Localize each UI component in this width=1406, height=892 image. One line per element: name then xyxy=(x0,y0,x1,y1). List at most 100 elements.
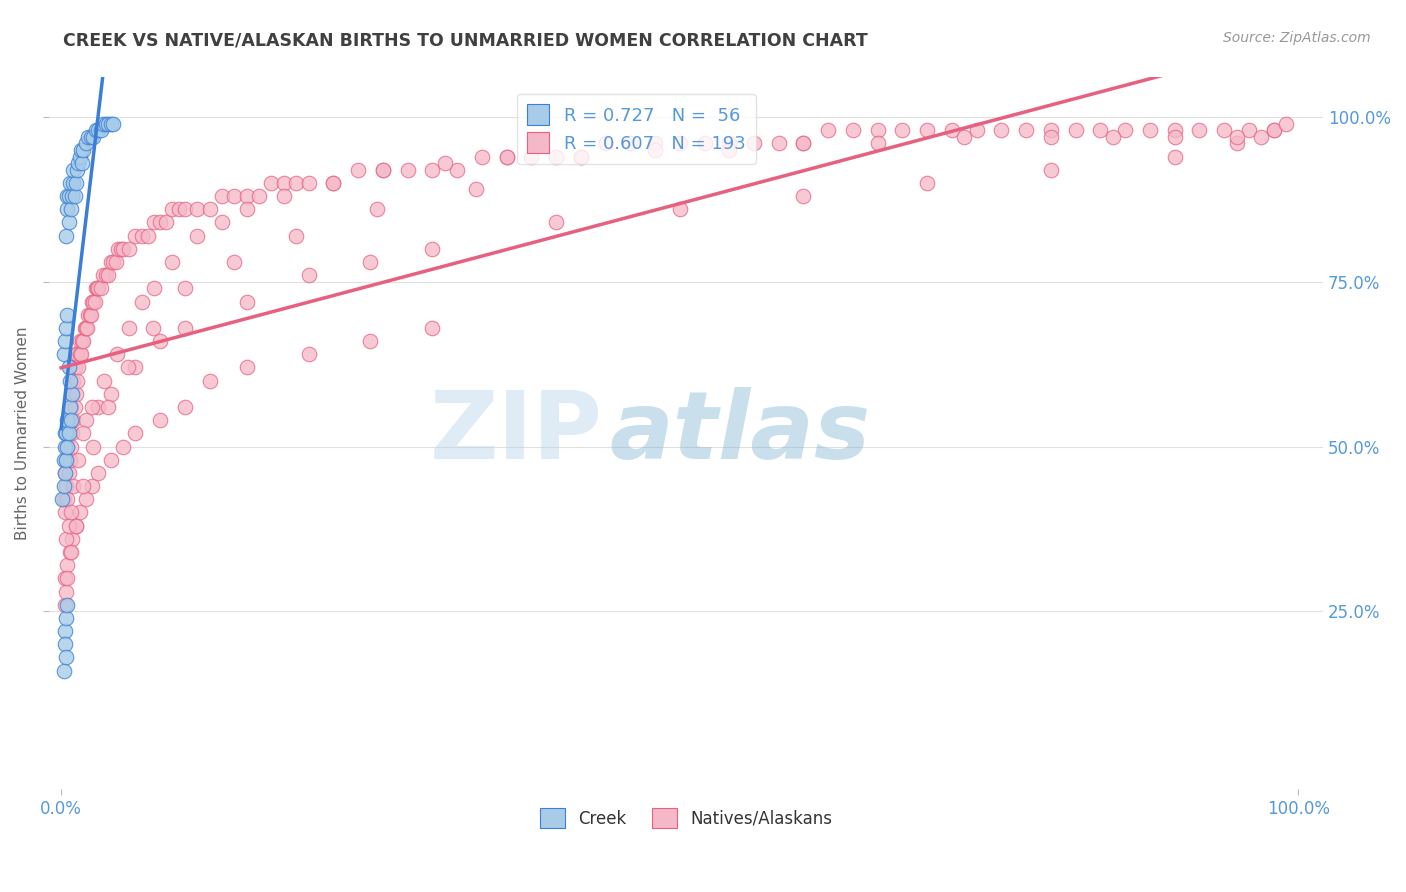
Point xyxy=(149,413,172,427)
Point xyxy=(62,479,84,493)
Point xyxy=(52,479,75,493)
Point xyxy=(371,162,394,177)
Point xyxy=(100,255,122,269)
Point xyxy=(79,308,101,322)
Point xyxy=(471,149,494,163)
Point xyxy=(198,202,221,217)
Point xyxy=(644,143,666,157)
Point xyxy=(619,136,641,151)
Point xyxy=(58,189,80,203)
Point xyxy=(915,176,938,190)
Point xyxy=(59,413,82,427)
Point xyxy=(941,123,963,137)
Point xyxy=(1101,129,1123,144)
Point xyxy=(118,321,141,335)
Point xyxy=(65,347,87,361)
Point xyxy=(94,268,117,282)
Point xyxy=(72,143,94,157)
Point xyxy=(52,664,75,678)
Point xyxy=(76,321,98,335)
Point xyxy=(60,413,83,427)
Point xyxy=(495,149,517,163)
Point xyxy=(198,374,221,388)
Point xyxy=(817,123,839,137)
Point xyxy=(84,281,107,295)
Point xyxy=(51,492,73,507)
Point xyxy=(56,598,79,612)
Point xyxy=(60,202,83,217)
Point xyxy=(53,334,76,348)
Point xyxy=(65,176,87,190)
Point xyxy=(569,149,592,163)
Text: ZIP: ZIP xyxy=(430,387,603,479)
Point xyxy=(97,117,120,131)
Point xyxy=(155,215,177,229)
Point xyxy=(742,136,765,151)
Point xyxy=(72,426,94,441)
Point xyxy=(55,426,77,441)
Point xyxy=(53,440,76,454)
Point xyxy=(224,255,246,269)
Point xyxy=(1039,162,1062,177)
Point xyxy=(72,334,94,348)
Point xyxy=(224,189,246,203)
Point xyxy=(124,360,146,375)
Point xyxy=(80,308,103,322)
Point xyxy=(464,182,486,196)
Point xyxy=(131,228,153,243)
Point xyxy=(69,149,91,163)
Point xyxy=(55,611,77,625)
Point xyxy=(1163,149,1185,163)
Point xyxy=(70,143,93,157)
Point xyxy=(75,321,97,335)
Point xyxy=(347,162,370,177)
Point xyxy=(117,360,139,375)
Point xyxy=(70,156,93,170)
Point xyxy=(58,466,80,480)
Point xyxy=(1263,123,1285,137)
Point xyxy=(52,492,75,507)
Point xyxy=(273,189,295,203)
Point xyxy=(55,532,77,546)
Point xyxy=(53,466,76,480)
Point xyxy=(63,360,86,375)
Point xyxy=(72,479,94,493)
Point xyxy=(136,228,159,243)
Point xyxy=(111,440,134,454)
Point xyxy=(87,123,110,137)
Point xyxy=(56,440,79,454)
Point xyxy=(56,571,79,585)
Point xyxy=(65,386,87,401)
Point xyxy=(235,189,257,203)
Point xyxy=(60,532,83,546)
Point xyxy=(107,242,129,256)
Point xyxy=(842,123,865,137)
Text: Source: ZipAtlas.com: Source: ZipAtlas.com xyxy=(1223,31,1371,45)
Point xyxy=(59,374,82,388)
Point xyxy=(53,571,76,585)
Point xyxy=(60,386,83,401)
Point xyxy=(173,202,195,217)
Point xyxy=(53,637,76,651)
Point xyxy=(162,202,184,217)
Point xyxy=(966,123,988,137)
Point xyxy=(60,545,83,559)
Point xyxy=(544,149,567,163)
Point xyxy=(55,479,77,493)
Point xyxy=(56,440,79,454)
Point xyxy=(186,228,208,243)
Point xyxy=(60,440,83,454)
Point xyxy=(75,413,97,427)
Point xyxy=(52,347,75,361)
Point xyxy=(58,426,80,441)
Point xyxy=(60,189,83,203)
Point xyxy=(90,281,112,295)
Point xyxy=(110,242,132,256)
Point xyxy=(60,505,83,519)
Point xyxy=(124,228,146,243)
Point xyxy=(297,347,319,361)
Point xyxy=(52,452,75,467)
Point xyxy=(322,176,344,190)
Point xyxy=(59,452,82,467)
Point xyxy=(371,162,394,177)
